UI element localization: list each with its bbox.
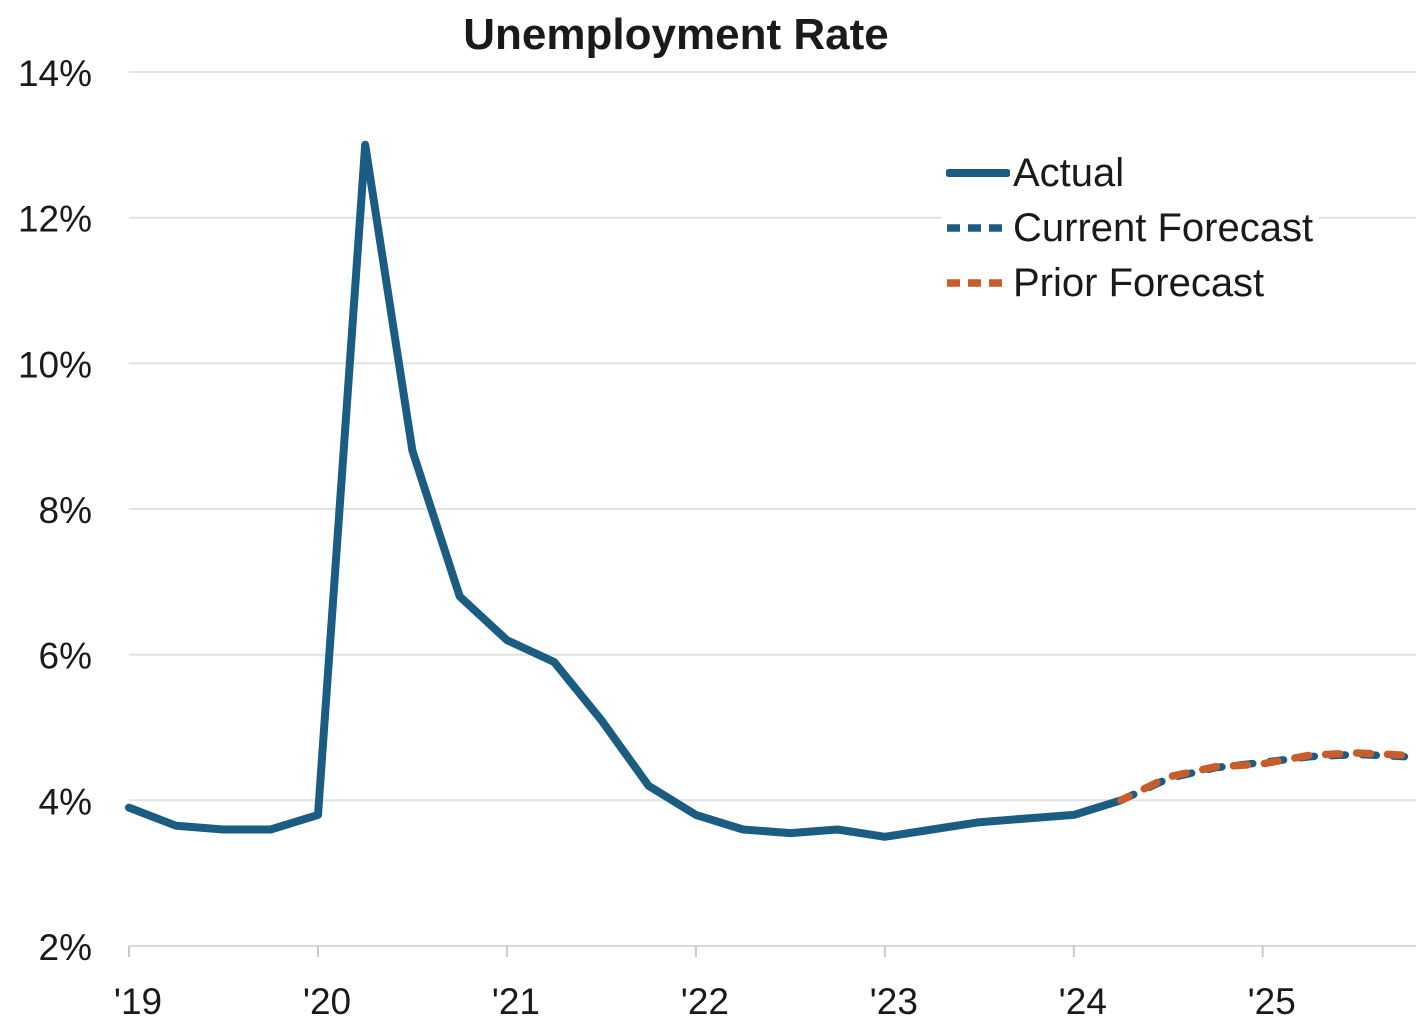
legend-label-prior-forecast: Prior Forecast bbox=[1013, 260, 1265, 305]
y-axis-tick-label: 6% bbox=[39, 636, 92, 677]
y-axis-tick-label: 10% bbox=[18, 344, 92, 385]
chart-title: Unemployment Rate bbox=[463, 10, 888, 59]
legend-label-current-forecast: Current Forecast bbox=[1013, 205, 1314, 250]
y-axis-tick-label: 2% bbox=[39, 927, 92, 968]
prior-forecast-line-swatch-icon bbox=[947, 278, 1010, 287]
prior-forecast-line bbox=[1117, 749, 1416, 805]
y-axis-tick-label: 14% bbox=[18, 53, 92, 94]
y-axis-tick-label: 12% bbox=[18, 199, 92, 240]
current-forecast-line-swatch-icon bbox=[947, 223, 1010, 232]
series-layer bbox=[125, 140, 1416, 841]
x-axis-tick-label: '19 bbox=[114, 981, 162, 1022]
legend: Actual Current Forecast Prior Forecast bbox=[942, 145, 1320, 310]
legend-item-current-forecast: Current Forecast bbox=[946, 200, 1313, 255]
actual-line-swatch-icon bbox=[946, 168, 1010, 177]
y-axis-tick-label: 8% bbox=[39, 490, 92, 531]
y-axis-tick-label: 4% bbox=[39, 781, 92, 822]
legend-label-actual: Actual bbox=[1013, 150, 1125, 195]
axis-layer: 2% 4% 6% 8% 10% 12% 14% '19 '20 '21 '22 '23 '24 '25 bbox=[18, 53, 1416, 1022]
legend-item-prior-forecast: Prior Forecast bbox=[946, 255, 1313, 310]
x-axis-tick-label: '25 bbox=[1248, 981, 1296, 1022]
x-axis-tick-label: '24 bbox=[1059, 981, 1107, 1022]
actual-line bbox=[125, 140, 1125, 841]
x-axis-tick-label: '21 bbox=[492, 981, 540, 1022]
x-axis-tick-label: '20 bbox=[303, 981, 351, 1022]
x-axis-tick-label: '22 bbox=[681, 981, 729, 1022]
legend-item-actual: Actual bbox=[946, 145, 1313, 200]
x-axis-tick-label: '23 bbox=[870, 981, 918, 1022]
